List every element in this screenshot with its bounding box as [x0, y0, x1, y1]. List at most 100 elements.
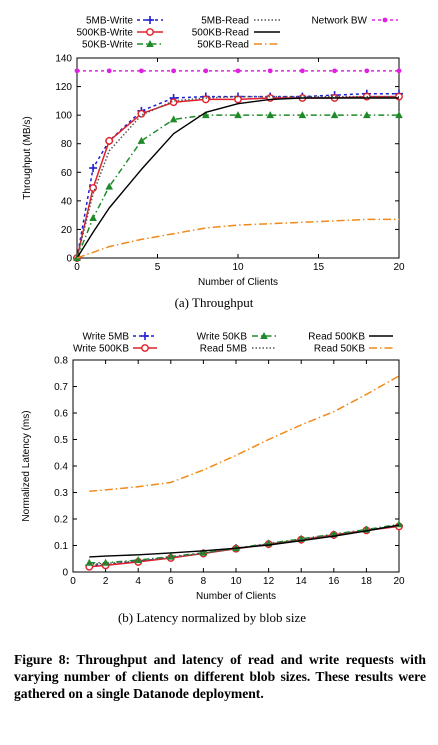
data-point [89, 214, 97, 221]
legend-label: Write 5MB [83, 332, 130, 343]
y-tick-label: 140 [55, 54, 72, 65]
legend-marker [146, 28, 154, 36]
series-500kb-write [73, 92, 403, 262]
data-point [169, 115, 178, 123]
series-line [76, 97, 399, 259]
data-point [137, 109, 146, 118]
data-point [396, 68, 402, 74]
series-network-bw [74, 68, 402, 74]
plot-frame [72, 359, 400, 573]
throughput-chart: 5MB-Write500KB-Write50KB-Write5MB-Read50… [22, 16, 405, 311]
legend-marker [260, 332, 268, 339]
data-point [298, 111, 307, 119]
legend-label: 500KB-Read [192, 28, 249, 39]
legend-label: 5MB-Read [201, 16, 249, 27]
x-tick-label: 2 [103, 576, 109, 587]
series-line [76, 95, 399, 259]
series-line [89, 524, 400, 558]
data-point [395, 111, 403, 119]
series-line [76, 92, 399, 259]
legend-label: Write 50KB [197, 332, 248, 343]
y-tick-label: 60 [61, 168, 73, 179]
x-axis-label: Number of Clients [196, 591, 276, 602]
ticks: 0 2 4 6 8 10 12 14 16 18 20 0 0.1 0.2 0.3 0.4 0.5 0.6 0.7 0… [54, 356, 405, 588]
series-read-50kb [89, 375, 400, 492]
legend-item-read-500kb: Read 500KB [308, 332, 393, 343]
series-50kb-read [76, 218, 399, 259]
legend-marker [146, 40, 154, 47]
y-tick-label: 100 [55, 111, 72, 122]
legend-item-500kb-write: 500KB-Write [76, 28, 163, 39]
y-tick-label: 0.3 [54, 488, 68, 499]
legend-item-5mb-write: 5MB-Write [86, 16, 163, 27]
y-tick-label: 80 [61, 139, 73, 150]
subfigure-caption: (b) Latency normalized by blob size [118, 610, 306, 625]
legend: 5MB-Write500KB-Write50KB-Write5MB-Read50… [76, 16, 398, 51]
figure-caption: Figure 8: Throughput and latency of read… [14, 652, 426, 701]
data-point [330, 111, 339, 119]
legend-label: Network BW [311, 16, 367, 27]
data-point [202, 111, 210, 119]
x-tick-label: 5 [155, 262, 161, 273]
y-tick-label: 0 [62, 568, 68, 579]
legend-label: Write 500KB [73, 344, 129, 355]
y-tick-label: 120 [55, 82, 72, 93]
y-tick-label: 40 [61, 196, 73, 207]
y-tick-label: 0.8 [54, 356, 68, 367]
y-axis-label: Normalized Latency (ms) [21, 410, 32, 521]
data-point [363, 111, 371, 119]
series-5mb-read [76, 95, 399, 259]
plot-frame [76, 57, 400, 259]
legend-label: 50KB-Read [197, 40, 249, 51]
x-tick-label: 4 [135, 576, 141, 587]
legend-item-read-50kb: Read 50KB [314, 344, 393, 355]
data-point [89, 164, 98, 172]
x-tick-label: 0 [70, 576, 76, 587]
x-tick-label: 6 [168, 576, 174, 587]
y-tick-label: 0 [66, 254, 72, 265]
data-point [266, 111, 274, 119]
data-point [332, 68, 337, 74]
x-tick-label: 18 [361, 576, 373, 587]
legend-label: 500KB-Write [76, 28, 133, 39]
series-read-5mb [89, 524, 400, 565]
x-tick-label: 14 [296, 576, 308, 587]
data-point [74, 68, 80, 74]
x-tick-label: 20 [393, 262, 405, 273]
x-tick-label: 15 [313, 262, 325, 273]
series-line [89, 523, 400, 564]
y-tick-label: 0.2 [54, 515, 68, 526]
data-point [105, 182, 113, 190]
data-point [137, 136, 146, 144]
data-point [234, 111, 242, 119]
subfigure-caption: (a) Throughput [175, 295, 254, 310]
legend-label: 5MB-Write [86, 16, 133, 27]
legend-item-write-500kb: Write 500KB [73, 344, 157, 355]
data-point [106, 68, 112, 74]
series-500kb-read [76, 97, 399, 259]
legend-label: Read 5MB [200, 344, 248, 355]
legend-item-5mb-read: 5MB-Read [201, 16, 280, 27]
series-line [76, 95, 399, 259]
data-point [85, 558, 94, 566]
y-tick-label: 0.6 [54, 409, 68, 420]
series-read-500kb [89, 524, 400, 558]
y-tick-label: 0.7 [54, 382, 68, 393]
legend-label: Read 50KB [314, 344, 365, 355]
x-tick-label: 0 [74, 262, 80, 273]
series-50kb-write [73, 111, 403, 261]
series-line [76, 218, 399, 259]
x-tick-label: 10 [230, 576, 242, 587]
x-tick-label: 20 [393, 576, 405, 587]
data-point [364, 68, 370, 74]
y-tick-label: 20 [61, 225, 73, 236]
data-point [171, 68, 177, 74]
legend-marker [382, 17, 388, 23]
legend-item-network-bw: Network BW [311, 16, 398, 27]
y-tick-label: 0.1 [54, 541, 68, 552]
legend-item-50kb-read: 50KB-Read [197, 40, 280, 51]
data-point [267, 68, 273, 74]
data-point [105, 136, 114, 145]
